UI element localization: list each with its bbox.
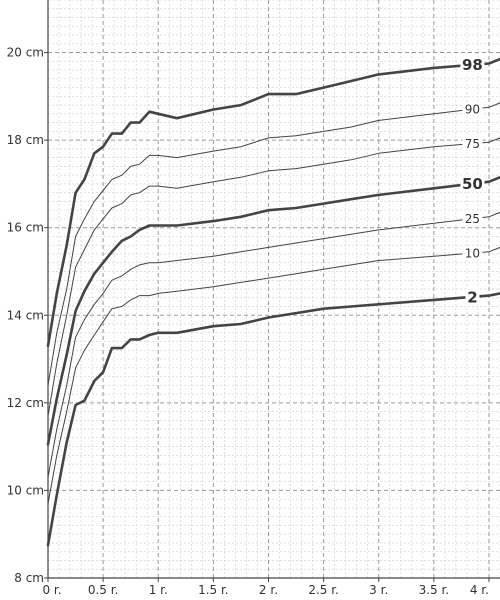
x-tick-label: 4 r. [470,583,489,597]
percentile-label-98: 98 [462,56,483,74]
percentile-label-bg-2 [465,288,480,306]
percentile-lines [46,57,500,547]
y-tick-labels: 8 cm 10 cm 12 cm 14 cm 16 cm 18 cm 20 cm [7,46,48,585]
percentile-labels: 98 90 75 50 25 10 2 [460,56,485,306]
percentile-label-bg-98 [460,56,485,74]
percentile-line-2 [46,292,500,547]
percentile-line-25 [47,211,500,478]
percentile-line-98 [46,57,500,348]
percentile-line-50 [46,176,500,446]
x-tick-label: 3 r. [369,583,388,597]
x-tick-label: 2.5 r. [308,583,339,597]
percentile-label-bg-25 [462,211,483,226]
percentile-line-90 [47,102,500,386]
x-tick-label: 3.5 r. [419,583,450,597]
x-tick-label: 2 r. [259,583,278,597]
percentile-label-2: 2 [467,288,477,306]
percentile-label-bg-10 [462,246,483,261]
y-tick-label: 16 cm [7,221,44,235]
percentile-label-bg-50 [460,175,485,193]
axes [47,0,500,579]
percentile-label-75: 75 [465,137,480,151]
x-tick-label: 1.5 r. [198,583,229,597]
percentile-line-10 [47,246,500,505]
y-tick-label: 12 cm [7,396,44,410]
percentile-label-bg-90 [462,102,483,117]
y-tick-label: 18 cm [7,133,44,147]
y-tick-label: 8 cm [14,571,44,585]
x-tick-labels: 0 r. 0.5 r. 1 r. 1.5 r. 2 r. 2.5 r. 3 r. 3.5 r.… [42,578,490,597]
minor-grid [48,0,500,578]
percentile-label-10: 10 [465,246,480,260]
y-tick-label: 14 cm [7,308,44,322]
percentile-label-50: 50 [462,175,483,193]
y-tick-label: 20 cm [7,46,44,60]
x-tick-label: 0 r. [42,583,61,597]
x-tick-label: 1 r. [149,583,168,597]
percentile-line-75 [47,137,500,417]
percentile-label-25: 25 [465,212,480,226]
x-tick-label: 0.5 r. [88,583,119,597]
y-tick-label: 10 cm [7,483,44,497]
percentile-label-bg-75 [462,136,483,151]
percentile-label-90: 90 [465,103,480,117]
